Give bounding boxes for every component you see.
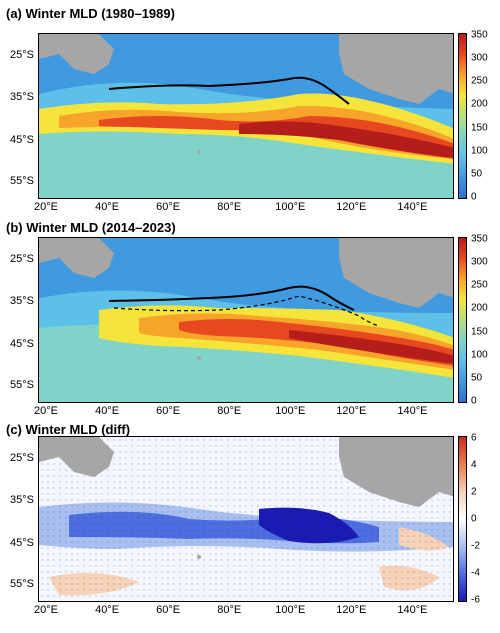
lon-tick-label: 80°E	[217, 604, 242, 616]
lon-tick-label: 20°E	[34, 604, 58, 616]
panel-a-title: (a) Winter MLD (1980–1989)	[6, 6, 175, 21]
panel-c-title: (c) Winter MLD (diff)	[6, 422, 131, 437]
africa-landmass	[39, 34, 114, 74]
contour-line	[108, 76, 350, 105]
lon-tick-label: 60°E	[156, 201, 181, 213]
panel-b-map	[38, 237, 454, 403]
colorbar-tick-label: 2	[471, 486, 477, 498]
lon-tick-label: 80°E	[217, 405, 242, 417]
lon-tick-label: 40°E	[95, 201, 120, 213]
lat-tick-label: 45°S	[10, 337, 34, 350]
lat-tick-label: 25°S	[10, 49, 34, 62]
colorbar-tick-label: 100	[471, 349, 488, 361]
colorbar-tick-label: 0	[471, 395, 477, 407]
lon-tick-label: 80°E	[217, 201, 242, 213]
panel-a-map	[38, 33, 454, 199]
colorbar-tick-label: -4	[471, 567, 480, 579]
lon-tick-label: 140°E	[397, 201, 428, 213]
lon-tick-label: 100°E	[275, 405, 306, 417]
lat-tick-label: 55°S	[10, 379, 34, 392]
colorbar-tick-label: 350	[471, 29, 488, 41]
colorbar-tick-label: 4	[471, 459, 477, 471]
colorbar-tick-label: -6	[471, 594, 480, 606]
panel-c-map-svg	[39, 437, 453, 601]
colorbar-tick-label: 100	[471, 145, 488, 157]
lat-tick-label: 35°S	[10, 493, 34, 506]
colorbar-tick-label: 0	[471, 513, 477, 525]
colorbar-tick-label: 50	[471, 168, 483, 180]
lat-tick-label: 45°S	[10, 133, 34, 146]
lon-tick-label: 40°E	[95, 604, 120, 616]
panel-b-map-svg	[39, 238, 453, 402]
panel-c-map	[38, 436, 454, 602]
colorbar-tick-label: 150	[471, 122, 488, 134]
lon-tick-label: 20°E	[34, 201, 58, 213]
lat-tick-label: 25°S	[10, 253, 34, 266]
lon-tick-label: 60°E	[156, 405, 181, 417]
lat-tick-label: 45°S	[10, 536, 34, 549]
lat-tick-label: 55°S	[10, 578, 34, 591]
colorbar-tick-label: 350	[471, 233, 488, 245]
lon-tick-label: 60°E	[156, 604, 181, 616]
lon-tick-label: 40°E	[95, 405, 120, 417]
panel-c-colorbar	[458, 436, 467, 602]
colorbar-tick-label: 250	[471, 75, 488, 87]
colorbar-tick-label: 50	[471, 372, 483, 384]
lon-tick-label: 120°E	[336, 604, 367, 616]
lat-tick-label: 35°S	[10, 294, 34, 307]
colorbar-tick-label: 250	[471, 279, 488, 291]
australia-landmass	[339, 34, 453, 104]
colorbar-tick-label: 300	[471, 52, 488, 64]
lon-tick-label: 120°E	[336, 405, 367, 417]
lon-tick-label: 140°E	[397, 604, 428, 616]
panel-b-colorbar	[458, 237, 467, 403]
panel-a-map-svg	[39, 34, 453, 198]
colorbar-tick-label: 6	[471, 432, 477, 444]
lon-tick-label: 100°E	[275, 201, 306, 213]
panel-b-title: (b) Winter MLD (2014–2023)	[6, 220, 176, 235]
lat-tick-label: 55°S	[10, 175, 34, 188]
lat-tick-label: 35°S	[10, 90, 34, 103]
lon-tick-label: 20°E	[34, 405, 58, 417]
lat-tick-label: 25°S	[10, 452, 34, 465]
colorbar-tick-label: 150	[471, 326, 488, 338]
colorbar-tick-label: 300	[471, 256, 488, 268]
lon-tick-label: 120°E	[336, 201, 367, 213]
lon-tick-label: 100°E	[275, 604, 306, 616]
colorbar-tick-label: 200	[471, 302, 488, 314]
colorbar-tick-label: -2	[471, 540, 480, 552]
colorbar-tick-label: 0	[471, 191, 477, 203]
panel-a-colorbar	[458, 33, 467, 199]
colorbar-tick-label: 200	[471, 98, 488, 110]
lon-tick-label: 140°E	[397, 405, 428, 417]
